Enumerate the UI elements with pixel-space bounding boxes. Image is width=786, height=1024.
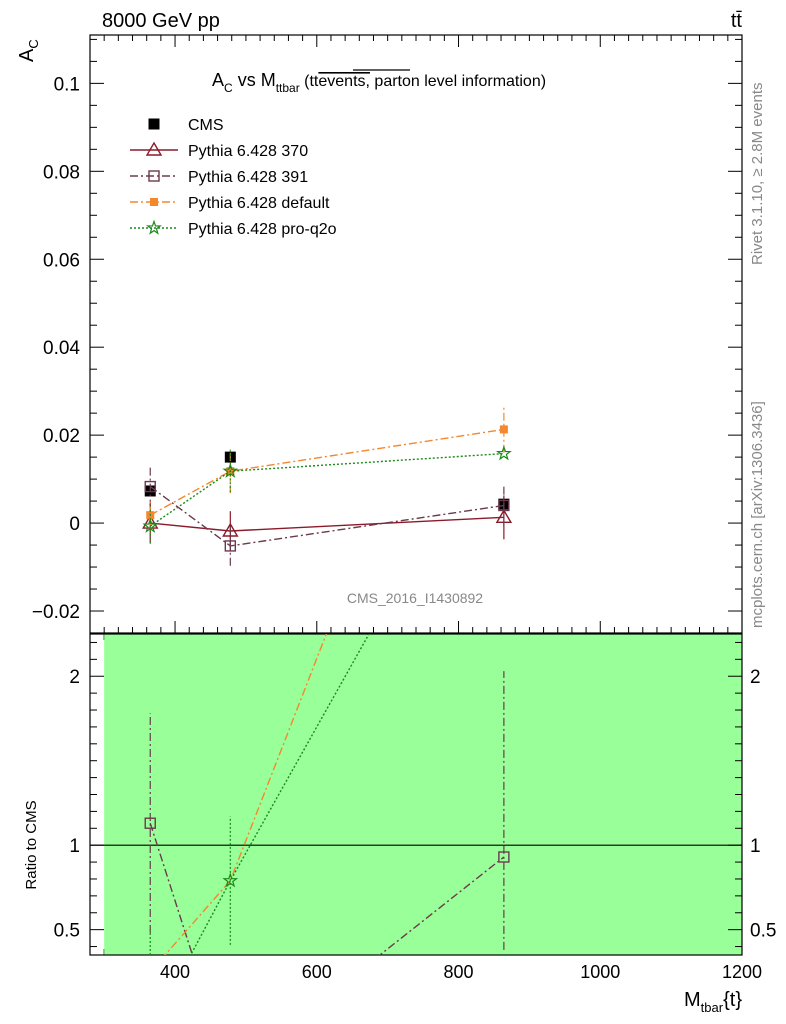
main-title: AC vs Mttbar (ttevents, parton level inf… (212, 70, 546, 95)
y-tick-label: 0.08 (43, 162, 80, 183)
main-series-line (150, 516, 504, 532)
main-series-line (149, 486, 504, 547)
legend-entry-0: CMS (148, 117, 224, 134)
main-point (495, 445, 512, 461)
y-tick-label: 0 (69, 514, 80, 535)
legend-entry-4: Pythia 6.428 pro-q2o (130, 219, 337, 238)
main-series-line (149, 428, 504, 516)
ratio-point (498, 851, 510, 863)
ratio-plot: 400 600 800 1000 1200 0.5 0.5 1 1 2 2 (54, 633, 776, 982)
x-axis-label: Mtbar{t} (684, 989, 742, 1015)
legend-marker (145, 141, 163, 156)
legend-label: Pythia 6.428 370 (188, 143, 308, 160)
main-point (224, 540, 237, 552)
ratio-series-0 (144, 671, 510, 955)
legend-marker (148, 118, 160, 130)
legend-entry-1: Pythia 6.428 370 (130, 141, 308, 160)
x-tick-label: 800 (443, 962, 473, 982)
y-tick-label: −0.02 (32, 602, 80, 623)
legend-marker (148, 170, 160, 182)
x-tick-label: 1000 (580, 962, 620, 982)
ratio-y-tick-label-left: 2 (69, 667, 80, 688)
ratio-series-2 (149, 634, 370, 955)
legend-label: Pythia 6.428 pro-q2o (188, 221, 337, 238)
ratio-y-tick-label-right: 0.5 (750, 921, 776, 942)
main-point (144, 480, 156, 493)
legend-entry-3: Pythia 6.428 default (130, 195, 330, 212)
x-tick-label: 600 (302, 962, 332, 982)
legend-marker (150, 198, 158, 206)
ratio-y-tick-label-right: 2 (750, 667, 761, 688)
main-point (498, 499, 510, 512)
ratio-band (104, 634, 743, 955)
ratio-y-tick-label-left: 0.5 (54, 921, 80, 942)
ratio-point (144, 817, 156, 829)
x-tick-label: 400 (160, 962, 190, 982)
y-tick-label: 0.1 (54, 74, 80, 95)
legend-marker (146, 219, 162, 235)
ratio-series-group (144, 634, 510, 955)
main-series-group (142, 406, 513, 566)
ratio-y-label: Ratio to CMS (23, 800, 40, 889)
source-label: mcplots.cern.ch [arXiv:1306.3436] (749, 401, 766, 628)
legend-label: Pythia 6.428 391 (188, 169, 308, 186)
legend: CMS Pythia 6.428 370 Pythia 6.428 391 Pythi… (130, 117, 337, 238)
process-label: tt̄ (731, 10, 743, 32)
main-series-0 (144, 451, 510, 510)
analysis-label: CMS_2016_I1430892 (347, 590, 483, 606)
main-point (222, 522, 239, 537)
main-series-line (149, 452, 504, 527)
energy-label: 8000 GeV pp (102, 10, 220, 32)
y-tick-label: 0.02 (43, 426, 80, 447)
ratio-point (222, 872, 239, 888)
y-tick-label: 0.04 (43, 338, 80, 359)
rivet-label: Rivet 3.1.10, ≥ 2.8M events (749, 83, 766, 266)
main-point (142, 517, 159, 533)
ratio-y-tick-label-left: 1 (69, 836, 80, 857)
main-y-label: AC (16, 39, 41, 62)
main-series-4 (142, 445, 512, 544)
legend-entry-2: Pythia 6.428 391 (130, 169, 308, 186)
x-tick-label: 1200 (722, 962, 762, 982)
legend-label: Pythia 6.428 default (188, 195, 330, 212)
y-tick-label: 0.06 (43, 250, 80, 271)
ratio-series-line (149, 823, 505, 955)
legend-label: CMS (188, 117, 224, 134)
main-series-3 (146, 406, 508, 531)
main-series-2 (144, 465, 510, 566)
main-point (499, 425, 508, 434)
ratio-y-tick-label-right: 1 (750, 836, 761, 857)
main-point (222, 462, 239, 478)
